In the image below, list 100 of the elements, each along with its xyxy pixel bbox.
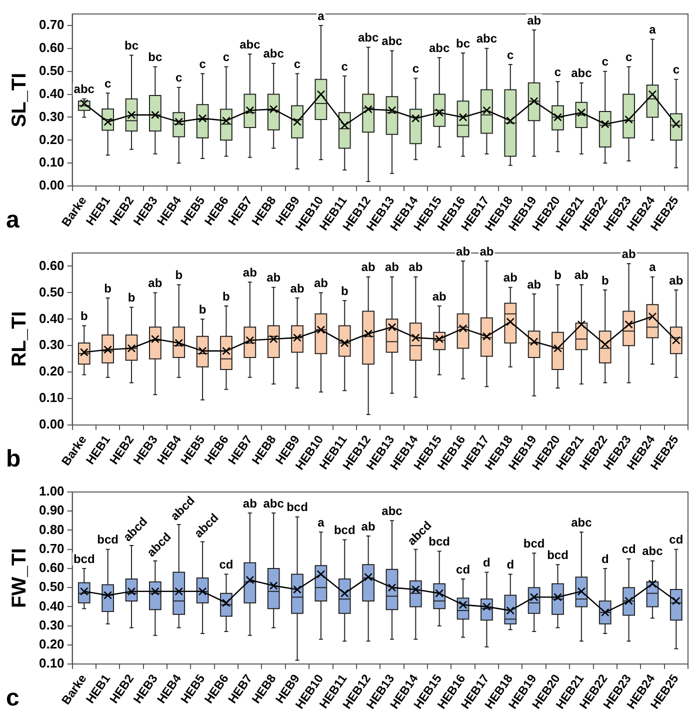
y-tick-label: 0.00 — [38, 416, 64, 432]
y-tick-label: 0.50 — [38, 284, 64, 300]
text: a — [318, 515, 324, 530]
y-tick-label: 0.40 — [38, 86, 64, 101]
text: d — [483, 556, 490, 570]
y-tick-label: 0.60 — [38, 560, 64, 576]
text: ab — [503, 270, 518, 285]
text: cd — [219, 558, 234, 572]
text: abc — [240, 37, 260, 52]
y-tick-label: 0.80 — [38, 522, 64, 537]
text: b — [175, 268, 183, 282]
y-tick-label: 0.50 — [38, 62, 64, 78]
text: ab — [669, 273, 684, 288]
text: bcd — [286, 500, 308, 514]
y-tick-label: 0.40 — [38, 598, 64, 614]
text: ab — [148, 276, 162, 290]
y-axis-title: FW_TI — [8, 548, 31, 608]
text: abc — [476, 32, 498, 46]
text: c — [672, 62, 680, 77]
text: ab — [242, 496, 257, 510]
y-tick-label: 0.50 — [38, 579, 64, 594]
text: c — [294, 56, 301, 71]
text: b — [104, 281, 112, 296]
text: a — [318, 8, 324, 23]
text: ab — [527, 277, 542, 292]
text: cd — [669, 532, 684, 547]
text: cd — [622, 542, 636, 556]
text: ab — [242, 265, 257, 280]
text: bcd — [428, 534, 450, 549]
text: b — [198, 302, 206, 316]
text: cd — [456, 562, 470, 576]
text: abc — [429, 40, 450, 55]
y-tick-label: 0.30 — [38, 617, 64, 632]
text: c — [6, 684, 20, 712]
text: bc — [456, 36, 470, 50]
text: abc — [263, 46, 284, 61]
text: ab — [480, 244, 494, 258]
text: c — [507, 48, 514, 62]
text: b — [80, 309, 88, 324]
text: a — [649, 22, 656, 37]
text: abc — [74, 82, 94, 96]
text: c — [554, 64, 562, 79]
text: abc — [571, 515, 592, 530]
text: d — [601, 552, 609, 566]
y-tick-label: 0.90 — [38, 502, 64, 518]
text: b — [340, 284, 348, 298]
y-tick-label: 0.20 — [38, 364, 64, 379]
y-tick-label: 0.60 — [38, 40, 64, 55]
text: bcd — [73, 552, 95, 566]
text: c — [412, 62, 420, 76]
text: d — [506, 558, 514, 572]
text: ab — [314, 276, 328, 290]
y-tick-label: 0.00 — [38, 178, 64, 193]
text: b — [554, 268, 562, 282]
text: c — [341, 59, 348, 74]
text: b — [128, 290, 136, 305]
text: ab — [361, 519, 376, 534]
text: b — [6, 446, 21, 473]
y-tick-label: 0.60 — [38, 258, 64, 273]
text: c — [176, 70, 182, 85]
y-tick-label: 0.70 — [38, 540, 64, 556]
y-tick-label: 0.70 — [38, 17, 64, 32]
text: bcd — [523, 536, 545, 550]
y-axis-title: RL_TI — [8, 311, 31, 367]
text: a — [649, 260, 656, 274]
text: c — [104, 76, 112, 90]
text: b — [601, 273, 609, 288]
text: ab — [290, 281, 304, 296]
text: ab — [361, 260, 376, 274]
text: abc — [263, 496, 284, 510]
text: bc — [124, 38, 139, 53]
text: bc — [148, 50, 162, 64]
y-tick-label: 0.30 — [38, 337, 64, 352]
text: ab — [622, 246, 636, 261]
text: c — [222, 50, 230, 64]
text: ab — [266, 270, 281, 285]
text: abc — [571, 66, 592, 80]
text: ab — [574, 268, 588, 282]
y-tick-label: 0.20 — [38, 132, 64, 147]
y-tick-label: 0.10 — [38, 656, 64, 671]
text: bcd — [334, 523, 356, 538]
text: bcd — [547, 548, 568, 562]
text: b — [222, 289, 230, 304]
y-tick-label: 1.00 — [38, 484, 64, 499]
y-tick-label: 0.40 — [38, 310, 64, 326]
y-tick-label: 0.10 — [38, 390, 64, 406]
y-tick-label: 0.10 — [38, 154, 64, 170]
text: c — [602, 54, 608, 69]
y-axis-title: SL_TI — [8, 72, 31, 128]
text: bcd — [97, 532, 118, 547]
text: c — [625, 50, 632, 64]
text: ab — [408, 260, 423, 274]
text: ab — [527, 13, 542, 28]
text: abc — [642, 544, 663, 558]
text: ab — [432, 289, 446, 304]
text: abc — [382, 504, 402, 518]
text: a — [6, 206, 20, 234]
text: ab — [456, 244, 470, 258]
text: abc — [382, 34, 402, 48]
text: ab — [384, 260, 399, 274]
